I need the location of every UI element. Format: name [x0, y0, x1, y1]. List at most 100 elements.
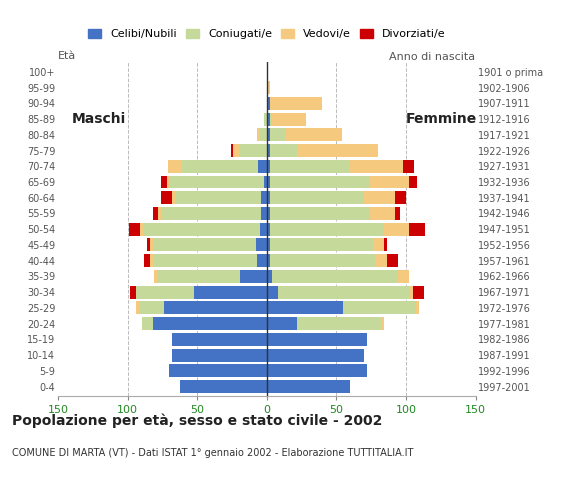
Bar [261, 207, 267, 220]
Text: Anno di nascita: Anno di nascita [390, 52, 476, 62]
Bar [136, 301, 139, 314]
Bar [270, 223, 384, 236]
Bar [267, 144, 270, 157]
Bar [386, 254, 398, 267]
Bar [267, 286, 278, 299]
Bar [270, 191, 364, 204]
Bar [267, 348, 364, 361]
Legend: Celibi/Nubili, Coniugati/e, Vedovi/e, Divorziati/e: Celibi/Nubili, Coniugati/e, Vedovi/e, Di… [84, 24, 450, 44]
Bar [372, 239, 384, 252]
Bar [270, 239, 372, 252]
Bar [409, 176, 417, 189]
Bar [298, 317, 381, 330]
Bar [267, 301, 343, 314]
Bar [409, 223, 426, 236]
Bar [172, 348, 267, 361]
Bar [161, 207, 261, 220]
Bar [270, 254, 375, 267]
Bar [364, 191, 395, 204]
Bar [267, 380, 350, 393]
Bar [168, 160, 182, 173]
Bar [153, 317, 267, 330]
Bar [169, 176, 264, 189]
Bar [150, 239, 153, 252]
Bar [240, 270, 267, 283]
Bar [150, 254, 153, 267]
Bar [256, 239, 267, 252]
Bar [267, 254, 270, 267]
Bar [273, 113, 306, 125]
Bar [267, 239, 270, 252]
Bar [129, 223, 140, 236]
Bar [384, 223, 409, 236]
Text: Femmine: Femmine [406, 112, 477, 126]
Bar [182, 160, 259, 173]
Bar [267, 128, 270, 141]
Bar [398, 270, 409, 283]
Bar [153, 207, 158, 220]
Bar [153, 254, 257, 267]
Bar [260, 128, 267, 141]
Bar [384, 239, 386, 252]
Bar [270, 128, 287, 141]
Bar [410, 286, 413, 299]
Bar [267, 176, 270, 189]
Bar [298, 144, 378, 157]
Bar [143, 223, 260, 236]
Bar [267, 160, 270, 173]
Bar [161, 191, 172, 204]
Bar [172, 333, 267, 346]
Text: Età: Età [58, 51, 76, 61]
Bar [161, 176, 166, 189]
Bar [194, 286, 267, 299]
Bar [270, 97, 322, 110]
Bar [231, 144, 233, 157]
Bar [164, 301, 267, 314]
Bar [147, 239, 150, 252]
Bar [259, 160, 267, 173]
Bar [350, 160, 403, 173]
Bar [264, 113, 267, 125]
Bar [273, 270, 398, 283]
Bar [287, 128, 342, 141]
Bar [267, 207, 270, 220]
Bar [144, 254, 150, 267]
Bar [413, 286, 424, 299]
Bar [257, 254, 267, 267]
Bar [375, 254, 386, 267]
Text: Maschi: Maschi [72, 112, 126, 126]
Bar [267, 113, 270, 125]
Bar [267, 317, 298, 330]
Bar [267, 270, 273, 283]
Bar [270, 113, 273, 125]
Bar [370, 176, 409, 189]
Bar [169, 364, 267, 377]
Bar [343, 301, 416, 314]
Bar [140, 223, 143, 236]
Bar [153, 239, 256, 252]
Bar [267, 97, 270, 110]
Bar [267, 364, 367, 377]
Bar [264, 176, 267, 189]
Bar [270, 160, 350, 173]
Text: COMUNE DI MARTA (VT) - Dati ISTAT 1° gennaio 2002 - Elaborazione TUTTITALIA.IT: COMUNE DI MARTA (VT) - Dati ISTAT 1° gen… [12, 448, 413, 458]
Bar [270, 176, 370, 189]
Bar [142, 317, 153, 330]
Bar [158, 207, 161, 220]
Bar [267, 333, 367, 346]
Bar [172, 191, 175, 204]
Bar [267, 191, 270, 204]
Bar [166, 176, 169, 189]
Bar [136, 286, 194, 299]
Bar [239, 144, 267, 157]
Bar [154, 270, 157, 283]
Bar [395, 207, 400, 220]
Bar [270, 144, 298, 157]
Bar [267, 81, 270, 94]
Bar [261, 191, 267, 204]
Bar [233, 144, 239, 157]
Bar [381, 317, 384, 330]
Bar [403, 160, 414, 173]
Bar [416, 301, 419, 314]
Bar [180, 380, 267, 393]
